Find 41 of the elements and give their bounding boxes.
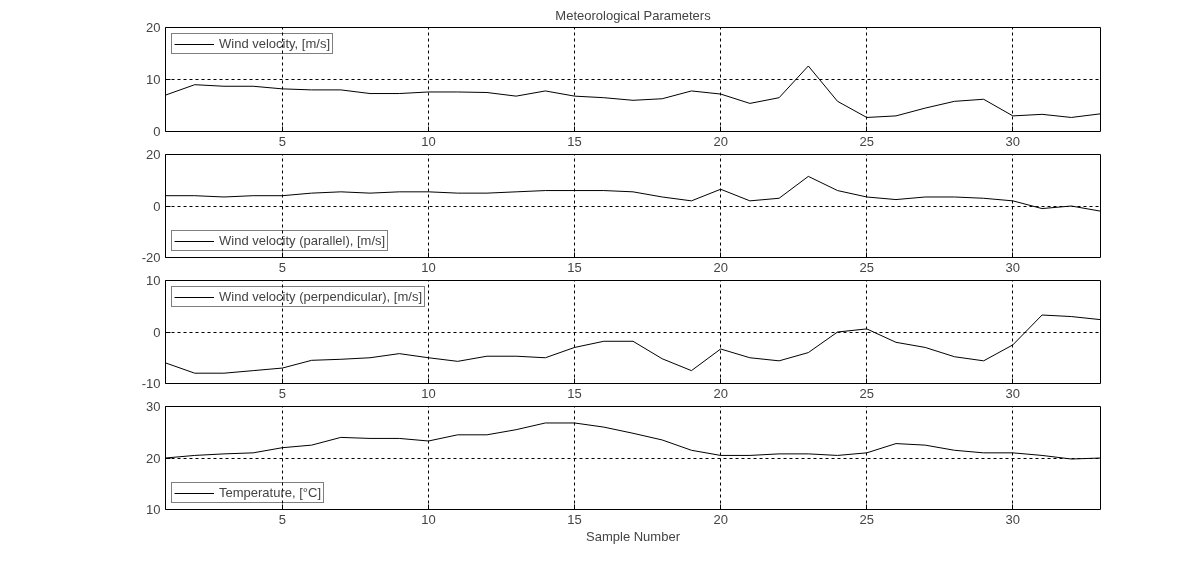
y-tick-label: 0 — [153, 324, 161, 340]
x-tick-label: 5 — [278, 259, 286, 275]
x-tick-label: 5 — [278, 385, 286, 401]
x-tick-label: 15 — [567, 259, 582, 275]
y-tick-label: -10 — [141, 376, 161, 391]
legend-label: Wind velocity, [m/s] — [219, 36, 331, 51]
x-axis-title: Sample Number — [586, 528, 681, 544]
x-tick-label: 25 — [859, 259, 874, 275]
x-tick-label: 20 — [713, 385, 728, 401]
x-tick-label: 20 — [713, 511, 728, 527]
legend-label: Temperature, [°C] — [219, 485, 322, 500]
x-tick-label: 20 — [713, 133, 728, 149]
legend-label: Wind velocity (parallel), [m/s] — [219, 233, 386, 248]
x-tick-label: 30 — [1005, 133, 1021, 149]
x-tick-label: 10 — [421, 511, 436, 527]
x-tick-label: 15 — [567, 133, 582, 149]
x-tick-label: 30 — [1005, 385, 1021, 401]
x-tick-label: 30 — [1005, 259, 1021, 275]
y-tick-label: 20 — [146, 450, 161, 466]
x-tick-label: 10 — [421, 133, 436, 149]
x-tick-label: 5 — [278, 511, 286, 527]
x-tick-label: 25 — [859, 385, 874, 401]
y-tick-label: 0 — [153, 124, 161, 139]
chart-title: Meteorological Parameters — [555, 7, 712, 23]
x-tick-label: 15 — [567, 385, 582, 401]
x-tick-label: 15 — [567, 511, 582, 527]
x-tick-label: 25 — [859, 511, 874, 527]
x-tick-label: 20 — [713, 259, 728, 275]
x-tick-label: 5 — [278, 133, 286, 149]
x-tick-label: 10 — [421, 385, 436, 401]
text: Wind velocity (perpendicular), [m/s] — [219, 289, 423, 304]
y-tick-label: 20 — [146, 20, 161, 35]
x-tick-label: 30 — [1005, 511, 1021, 527]
x-tick-label: 10 — [421, 259, 436, 275]
y-tick-label: -20 — [141, 250, 161, 265]
y-tick-label: 0 — [153, 198, 161, 214]
y-tick-label: 20 — [146, 147, 161, 162]
x-tick-label: 25 — [859, 133, 874, 149]
y-tick-label: 10 — [146, 273, 161, 288]
y-tick-label: 10 — [146, 72, 161, 87]
y-tick-label: 30 — [146, 399, 161, 414]
